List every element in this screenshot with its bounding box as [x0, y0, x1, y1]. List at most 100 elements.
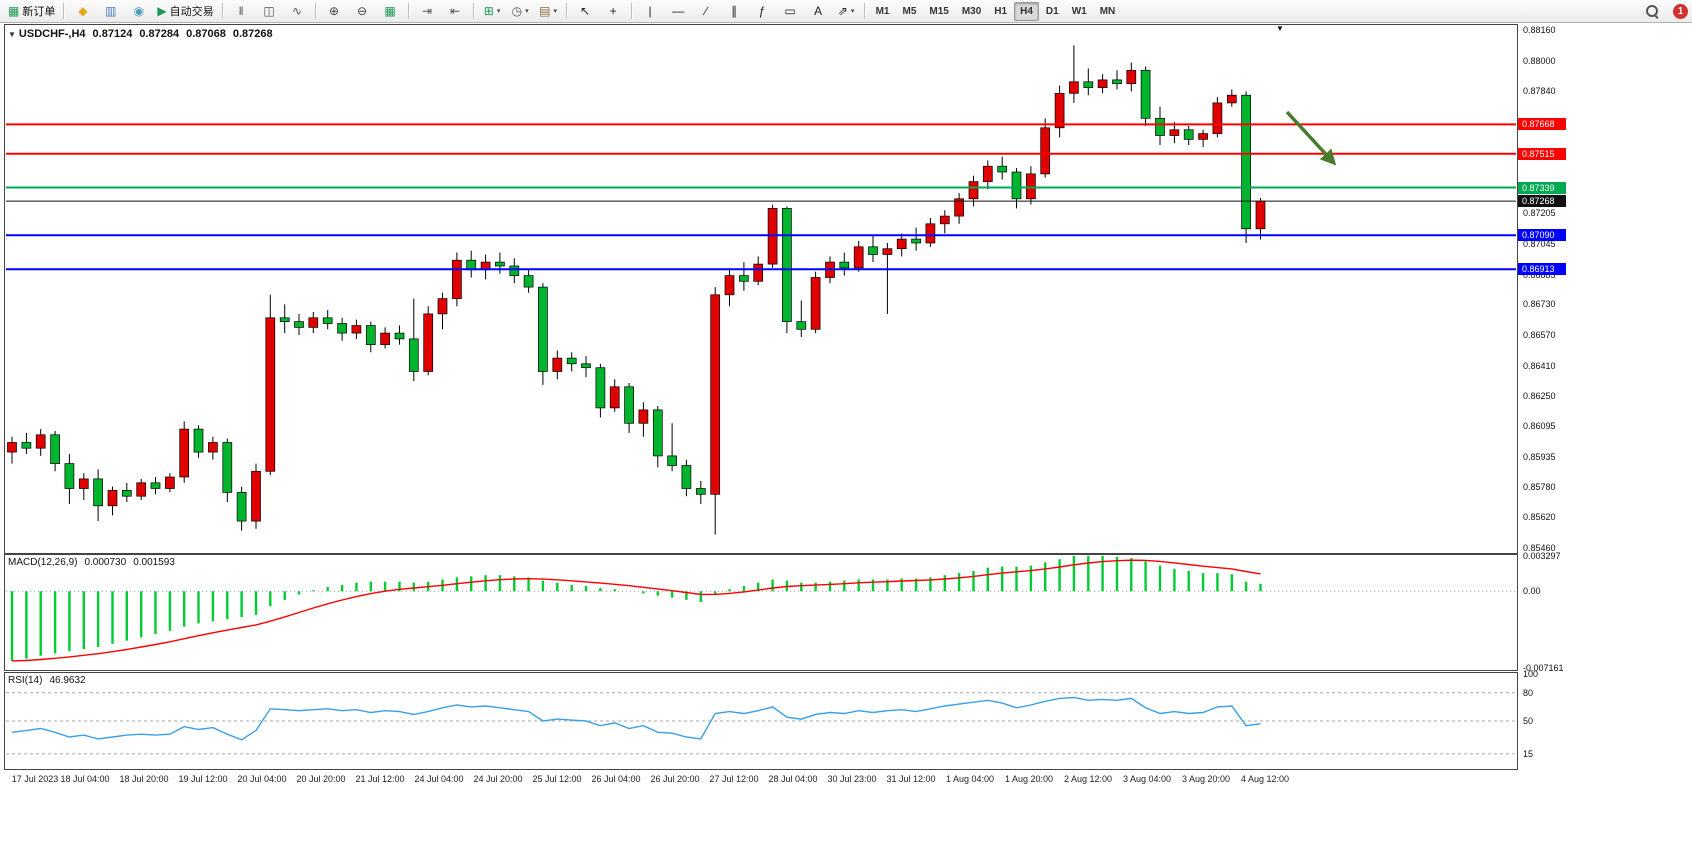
- time-label: 24 Jul 04:00: [414, 774, 464, 784]
- chart-shift-button[interactable]: ⇤: [442, 1, 469, 22]
- trendline-button[interactable]: ∕: [693, 1, 720, 22]
- toolbar-separator: [407, 3, 410, 19]
- price-level-badge: 0.86913: [1518, 263, 1566, 276]
- indicators-icon: ⊞: [483, 4, 494, 18]
- shapes-icon: ▭: [784, 4, 796, 18]
- periods-icon: ◷: [511, 4, 523, 18]
- equidistant-channel-icon: ∥: [731, 4, 738, 18]
- time-label: 2 Aug 12:00: [1063, 774, 1113, 784]
- price-tick: 0.87840: [1523, 86, 1556, 97]
- time-axis[interactable]: 17 Jul 2023 18 Jul 04:00 18 Jul 20:00 19 Ju…: [0, 771, 1568, 791]
- timeframe-button-h1[interactable]: H1: [994, 5, 1008, 17]
- refresh-button[interactable]: ◉: [125, 1, 152, 22]
- crosshair-button[interactable]: +: [600, 1, 627, 22]
- ohlc-high: 0.87284: [139, 28, 180, 40]
- horizontal-line-button[interactable]: —: [665, 1, 692, 22]
- equidistant-channel-button[interactable]: ∥: [721, 1, 748, 22]
- periods-button[interactable]: ◷ ▾: [507, 1, 534, 22]
- time-label: 18 Jul 04:00: [60, 774, 110, 784]
- timeframe-button-m30[interactable]: M30: [961, 5, 982, 17]
- profiles-icon: ▥: [105, 4, 117, 18]
- timeframe-button-m5[interactable]: M5: [902, 5, 917, 17]
- chart-shift-icon: ⇤: [450, 4, 461, 18]
- zoom-in-button[interactable]: ⊕: [321, 1, 348, 22]
- time-label: 1 Aug 20:00: [1004, 774, 1054, 784]
- timeframe-button-mn[interactable]: MN: [1099, 5, 1116, 17]
- tile-windows-icon: ▦: [384, 4, 396, 18]
- templates-button[interactable]: ▤ ▾: [535, 1, 562, 22]
- price-tick: 0.86095: [1523, 421, 1556, 432]
- collapse-icon[interactable]: ▼: [8, 30, 16, 39]
- time-label: 26 Jul 20:00: [650, 774, 700, 784]
- price-axis[interactable]: 0.881600.880000.878400.872050.870450.868…: [1518, 0, 1590, 790]
- rsi-tick: 50: [1523, 716, 1534, 726]
- macd-label: MACD(12,26,9): [8, 557, 78, 568]
- caret-down-icon: ▾: [525, 8, 529, 15]
- auto-scroll-icon: ⇥: [422, 4, 433, 18]
- cursor-icon: ↖: [580, 4, 591, 18]
- ohlc-close: 0.87268: [232, 28, 273, 40]
- horizontal-line-icon: —: [672, 4, 685, 18]
- toolbar-separator: [472, 3, 475, 19]
- timeframe-button-h4[interactable]: H4: [1014, 1, 1039, 21]
- timeframe-button-d1[interactable]: D1: [1045, 5, 1059, 17]
- price-tick: 0.85460: [1523, 543, 1556, 553]
- bar-chart-button[interactable]: ‖: [228, 1, 255, 22]
- time-label: 3 Aug 20:00: [1181, 774, 1231, 784]
- price-level-badge: 0.87668: [1518, 118, 1566, 131]
- toolbar: ▦ 新订单 ◆ ▥ ◉ ▶ 自动交易 ‖ ◫ ∿ ⊕ ⊖ ▦ ⇥ ⇤ ⊞ ▾ ◷ ▾ ▤ ▾ ↖ + | — ∕ ∥ ƒ ▭ A ⇗ ▾ M1 M…: [0, 0, 1692, 23]
- tile-windows-button[interactable]: ▦: [377, 1, 404, 22]
- line-chart-icon: ∿: [292, 4, 303, 18]
- vertical-line-button[interactable]: |: [637, 1, 664, 22]
- toolbar-separator: [863, 3, 866, 19]
- symbol-label: USDCHF-,H4: [18, 28, 86, 40]
- zoom-in-icon: ⊕: [329, 4, 340, 18]
- toolbar-separator: [314, 3, 317, 19]
- zoom-out-icon: ⊖: [357, 4, 368, 18]
- price-tick: 0.88160: [1523, 25, 1556, 35]
- time-label: 21 Jul 12:00: [355, 774, 405, 784]
- macd-tick: 0.00: [1523, 586, 1541, 597]
- trendline-icon: ∕: [705, 4, 708, 18]
- fibonacci-icon: ƒ: [758, 4, 766, 18]
- arrows-button[interactable]: ⇗ ▾: [833, 1, 860, 22]
- price-tick: 0.85935: [1523, 451, 1556, 462]
- timeframe-button-m15[interactable]: M15: [929, 5, 949, 17]
- shapes-button[interactable]: ▭: [777, 1, 804, 22]
- zoom-out-button[interactable]: ⊖: [349, 1, 376, 22]
- new-order-button[interactable]: ▦ 新订单: [4, 1, 59, 22]
- rsi-label: RSI(14): [8, 675, 43, 686]
- rsi-pane[interactable]: [0, 672, 1568, 771]
- auto-trading-button-label: 自动交易: [169, 6, 214, 18]
- price-level-badge: 0.87515: [1518, 147, 1566, 160]
- rsi-header: RSI(14) 46.9632: [8, 675, 86, 686]
- rsi-tick: 80: [1523, 687, 1534, 698]
- line-chart-button[interactable]: ∿: [284, 1, 311, 22]
- macd-tick: 0.003297: [1523, 551, 1561, 561]
- price-tick: 0.87045: [1523, 238, 1556, 249]
- candlestick-chart-icon: ◫: [263, 4, 275, 18]
- time-label: 4 Aug 12:00: [1240, 774, 1290, 784]
- timeframe-button-w1[interactable]: W1: [1071, 5, 1087, 17]
- search-button[interactable]: [1639, 1, 1666, 22]
- price-level-badge: 0.87339: [1518, 181, 1566, 194]
- caret-down-icon: ▾: [496, 8, 501, 15]
- text-button[interactable]: A: [805, 1, 832, 22]
- fibonacci-button[interactable]: ƒ: [749, 1, 776, 22]
- time-label: 30 Jul 23:00: [827, 774, 877, 784]
- cursor-button[interactable]: ↖: [572, 1, 599, 22]
- caret-down-icon: ▾: [553, 8, 557, 15]
- charts-button[interactable]: ◆: [69, 1, 96, 22]
- symbol-ohlc-header: ▼ USDCHF-,H4 0.87124 0.87284 0.87068 0.87268: [8, 28, 273, 40]
- candlestick-chart-button[interactable]: ◫: [256, 1, 283, 22]
- notification-badge[interactable]: 1: [1673, 3, 1688, 19]
- auto-trading-button[interactable]: ▶ 自动交易: [153, 1, 217, 22]
- rsi-value: 46.9632: [49, 675, 86, 686]
- profiles-button[interactable]: ▥: [97, 1, 124, 22]
- price-chart-pane[interactable]: [0, 24, 1568, 554]
- auto-scroll-button[interactable]: ⇥: [414, 1, 441, 22]
- macd-pane[interactable]: [0, 554, 1568, 671]
- indicators-button[interactable]: ⊞ ▾: [479, 1, 506, 22]
- timeframe-button-m1[interactable]: M1: [875, 5, 890, 17]
